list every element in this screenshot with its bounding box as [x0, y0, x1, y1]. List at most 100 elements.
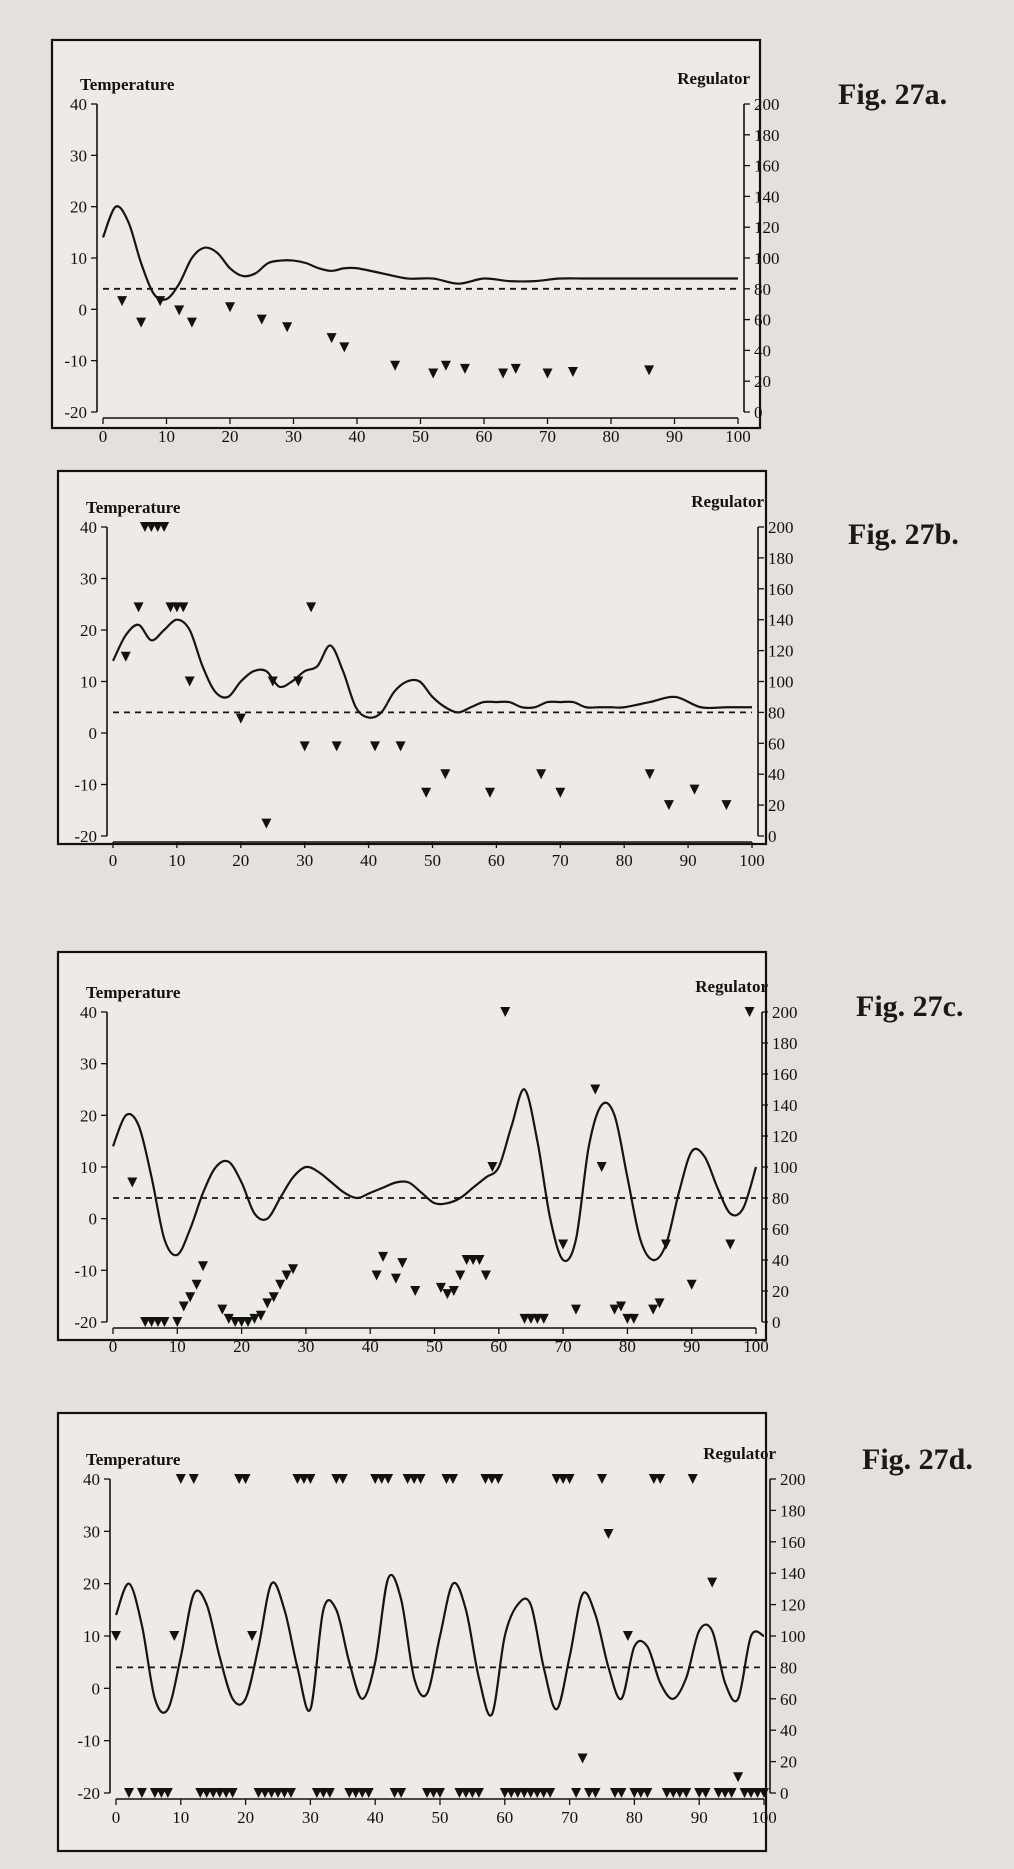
regulator-point [172, 1317, 183, 1327]
regulator-point [648, 1304, 659, 1315]
regulator-point [262, 1298, 273, 1309]
right-axis-title: Regulator [691, 492, 764, 511]
left-tick-label: -10 [74, 1261, 97, 1280]
x-tick-label: 50 [412, 427, 429, 446]
regulator-point [499, 1788, 510, 1798]
regulator-point [198, 1261, 209, 1272]
left-tick-label: 10 [80, 1158, 97, 1177]
x-tick-label: 10 [168, 851, 185, 870]
right-tick-label: 0 [780, 1784, 789, 1803]
regulator-point [127, 1177, 138, 1188]
regulator-point [435, 1788, 445, 1798]
regulator-point [500, 1007, 511, 1017]
regulator-point [681, 1788, 692, 1798]
right-tick-label: 160 [754, 157, 780, 176]
regulator-point [146, 522, 157, 532]
regulator-point [584, 1788, 595, 1798]
x-tick-label: 80 [616, 851, 633, 870]
regulator-point [217, 1304, 228, 1315]
right-tick-label: 200 [780, 1470, 806, 1489]
regulator-point [694, 1788, 705, 1798]
regulator-point [486, 1474, 497, 1484]
x-tick-label: 30 [285, 427, 302, 446]
regulator-point [422, 1788, 433, 1798]
regulator-point [234, 1474, 245, 1484]
regulator-point [227, 1788, 238, 1798]
right-tick-label: 80 [780, 1658, 797, 1677]
regulator-point [644, 365, 655, 376]
regulator-point [615, 1301, 626, 1312]
regulator-point [555, 787, 566, 798]
regulator-point [268, 1292, 279, 1303]
regulator-point [186, 317, 197, 328]
figure-27b: Temperature Regulator 40 30 20 10 0 -10 -20 200 18… [0, 450, 1014, 870]
right-tick-label: 40 [772, 1251, 789, 1270]
x-tick-label: 30 [296, 851, 313, 870]
regulator-point [648, 1474, 659, 1484]
regulator-point [260, 1788, 271, 1798]
regulator-point [622, 1313, 633, 1324]
regulator-point [428, 368, 439, 379]
x-tick-label: 30 [302, 1808, 319, 1827]
left-tick-label: 10 [80, 673, 97, 692]
regulator-point [441, 1474, 452, 1484]
regulator-point [473, 1788, 484, 1798]
regulator-point [395, 741, 406, 752]
regulator-point [273, 1788, 283, 1798]
left-tick-label: -10 [74, 776, 97, 795]
right-tick-label: 0 [768, 827, 777, 846]
temperature-series-line [111, 1088, 758, 1262]
regulator-point [512, 1788, 523, 1798]
regulator-point [397, 1258, 408, 1269]
regulator-point [285, 1788, 296, 1798]
regulator-point [256, 314, 267, 325]
figure-caption: Fig. 27b. [848, 518, 959, 551]
regulator-point [467, 1788, 478, 1798]
regulator-point [448, 1286, 459, 1296]
left-tick-label: -10 [64, 352, 87, 371]
right-axis-title: Regulator [703, 1444, 776, 1463]
regulator-point [493, 1474, 504, 1484]
regulator-point [267, 676, 278, 687]
right-tick-label: 60 [772, 1220, 789, 1239]
regulator-point [622, 1631, 633, 1641]
regulator-point [139, 522, 150, 532]
regulator-point [635, 1788, 646, 1798]
regulator-point [744, 1007, 755, 1017]
left-axis-title: Temperature [80, 75, 175, 94]
left-tick-label: 40 [83, 1470, 100, 1489]
regulator-point [506, 1788, 517, 1798]
right-axis-title: Regulator [695, 977, 768, 996]
left-tick-label: -20 [74, 827, 97, 846]
regulator-point [266, 1788, 277, 1798]
regulator-point [253, 1788, 264, 1798]
regulator-point [201, 1788, 212, 1798]
regulator-point [421, 787, 432, 798]
regulator-point [223, 1313, 234, 1324]
left-tick-label: 20 [70, 198, 87, 217]
regulator-point [713, 1788, 724, 1798]
regulator-point [564, 1474, 575, 1484]
regulator-point [288, 1264, 299, 1275]
regulator-point [746, 1788, 757, 1798]
x-tick-label: 90 [691, 1808, 708, 1827]
regulator-point [571, 1788, 582, 1798]
regulator-point [299, 741, 310, 752]
x-tick-label: 90 [683, 1337, 700, 1356]
regulator-point [159, 522, 170, 532]
regulator-point [390, 360, 401, 371]
right-tick-label: 160 [780, 1533, 806, 1552]
regulator-point [188, 1474, 199, 1484]
right-tick-label: 200 [772, 1003, 798, 1022]
regulator-point [389, 1788, 400, 1798]
regulator-point [498, 368, 509, 379]
regulator-point [410, 1286, 421, 1296]
temperature-series-line [112, 618, 752, 719]
regulator-point [428, 1788, 439, 1798]
x-tick-label: 30 [297, 1337, 314, 1356]
regulator-point [174, 305, 185, 316]
right-tick-label: 120 [780, 1596, 806, 1615]
regulator-point [370, 1474, 381, 1484]
regulator-point [326, 333, 337, 344]
regulator-point [337, 1474, 348, 1484]
